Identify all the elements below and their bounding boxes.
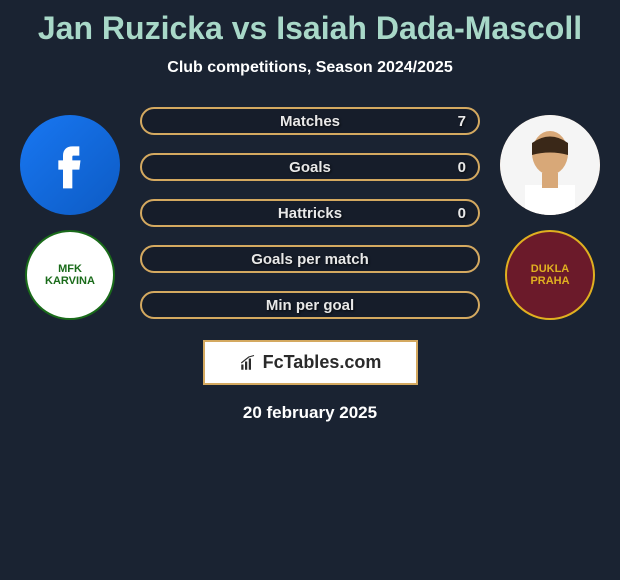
stat-bar-goals: Goals 0 [140,153,480,181]
club-right-name: DUKLA PRAHA [515,263,585,287]
stat-bar-goals-per-match: Goals per match [140,245,480,273]
content-row: MFK KARVINA Matches 7 Goals 0 Hattricks … [0,107,620,320]
subtitle: Club competitions, Season 2024/2025 [167,59,452,77]
stat-bar-matches: Matches 7 [140,107,480,135]
stat-value: 0 [458,159,466,176]
chart-icon [239,354,257,372]
stats-column: Matches 7 Goals 0 Hattricks 0 Goals per … [140,107,480,319]
player-left-avatar [20,115,120,215]
stat-value: 0 [458,205,466,222]
stat-label: Hattricks [278,205,342,222]
stat-bar-min-per-goal: Min per goal [140,291,480,319]
club-badge-right: DUKLA PRAHA [505,230,595,320]
facebook-icon [42,137,98,193]
player-photo-icon [500,115,600,215]
stat-label: Min per goal [266,297,354,314]
club-left-name: MFK KARVINA [35,263,105,287]
branding-box: FcTables.com [203,340,418,385]
stat-bar-hattricks: Hattricks 0 [140,199,480,227]
stat-label: Matches [280,113,340,130]
club-badge-left: MFK KARVINA [25,230,115,320]
left-column: MFK KARVINA [20,107,120,320]
date-text: 20 february 2025 [243,403,377,423]
right-column: DUKLA PRAHA [500,107,600,320]
branding-text: FcTables.com [263,352,382,373]
stat-label: Goals [289,159,331,176]
page-title: Jan Ruzicka vs Isaiah Dada-Mascoll [38,10,582,47]
player-right-avatar [500,115,600,215]
stat-value: 7 [458,113,466,130]
stat-label: Goals per match [251,251,369,268]
